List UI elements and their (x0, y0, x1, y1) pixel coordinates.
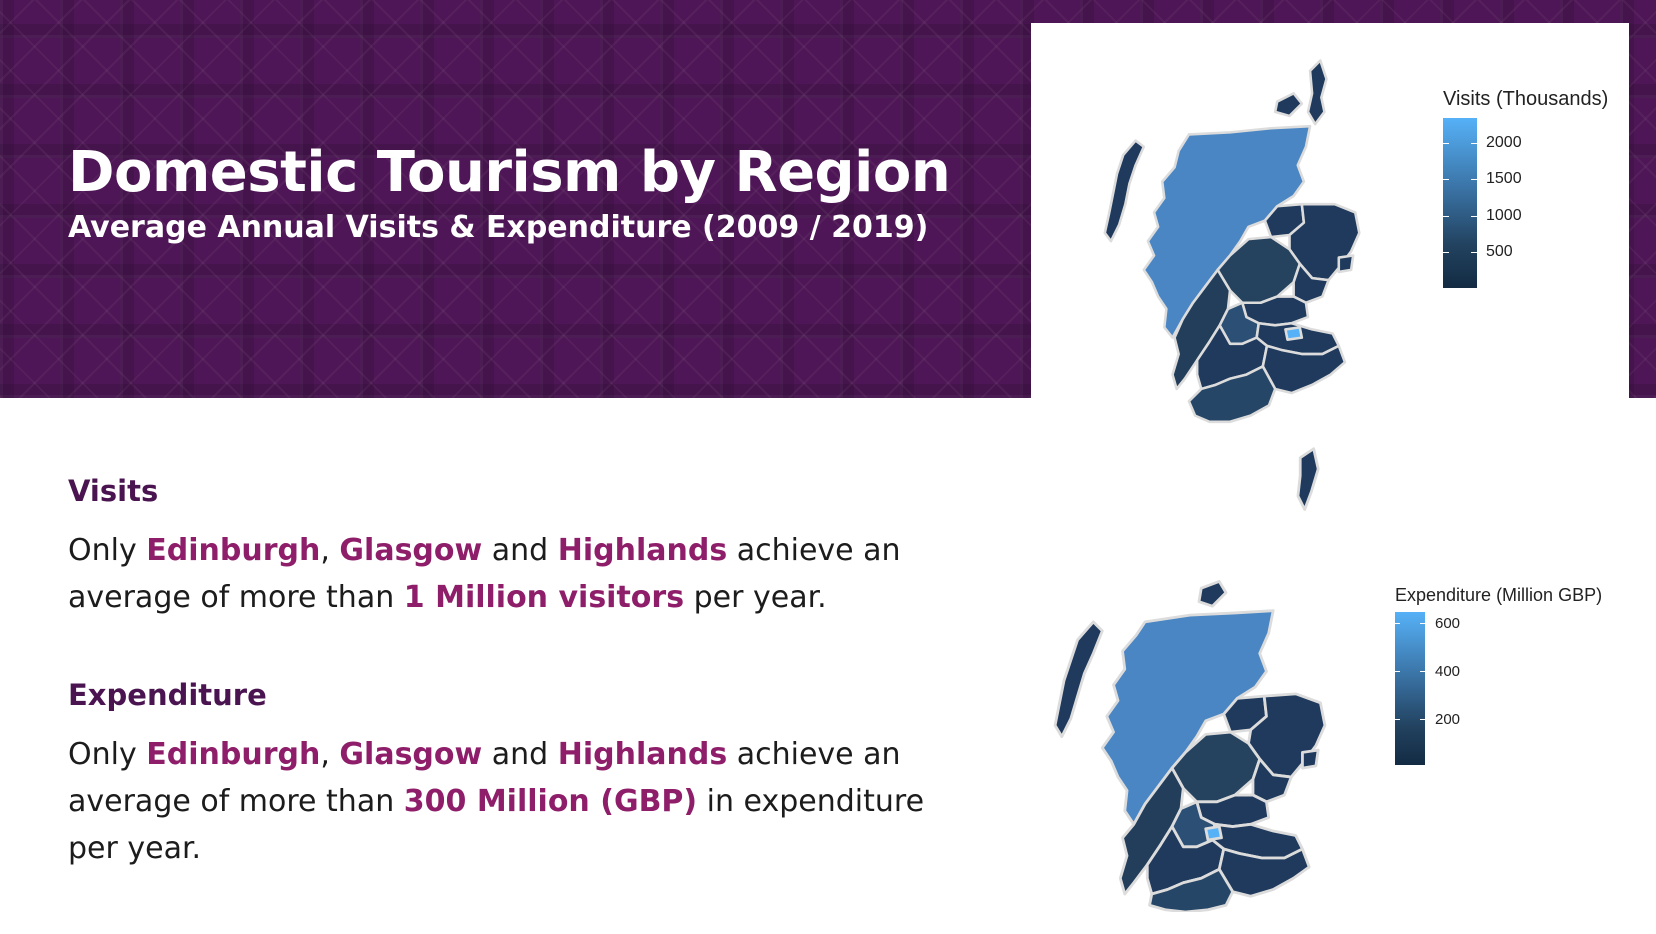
visits-legend-tick: 1500 (1486, 170, 1522, 187)
expenditure-text: Only Edinburgh, Glasgow and Highlands ac… (68, 731, 928, 872)
visits-tick-mark (1443, 216, 1449, 217)
region-edinburgh (1204, 825, 1223, 842)
highlight-glasgow: Glasgow (339, 737, 483, 772)
visits-map (1103, 59, 1361, 424)
expenditure-legend-tick: 200 (1435, 711, 1461, 728)
region-edinburgh (1284, 326, 1304, 341)
visits-text-part: and (482, 533, 558, 568)
expenditure-text-part: , (320, 737, 340, 772)
region-borders (1261, 344, 1347, 395)
highlight-highlands: Highlands (557, 737, 728, 772)
visits-tick-mark (1443, 143, 1449, 144)
visits-tick-mark (1443, 252, 1449, 253)
highlight-edinburgh: Edinburgh (146, 533, 321, 568)
expenditure-legend-title: Expenditure (Million GBP) (1395, 585, 1603, 605)
expenditure-tick-mark (1395, 719, 1400, 720)
region-western-isles (1053, 620, 1104, 738)
region-aberdeen (1337, 254, 1355, 274)
visits-text-part: achieve an average of more than (68, 533, 901, 615)
expenditure-tick-mark (1395, 671, 1400, 672)
highlight-edinburgh: Edinburgh (146, 737, 321, 772)
expenditure-legend-tick: 600 (1435, 615, 1461, 632)
visits-text-part: Only (68, 533, 147, 568)
visits-text: Only Edinburgh, Glasgow and Highlands ac… (68, 527, 928, 621)
highlight-highlands: Highlands (557, 533, 728, 568)
region-western-isles (1103, 139, 1146, 243)
expenditure-tick-mark (1420, 623, 1425, 624)
visits-legend-tick: 1000 (1486, 207, 1522, 224)
highlight-glasgow: Glasgow (339, 533, 483, 568)
expenditure-text-part: achieve an average of more than (68, 737, 901, 819)
highlight-visitors-threshold: 1 Million visitors (403, 580, 685, 615)
visits-tick-mark (1471, 216, 1477, 217)
page-subtitle: Average Annual Visits & Expenditure (200… (68, 210, 929, 245)
expenditure-text-part: Only (68, 737, 147, 772)
expenditure-tick-mark (1395, 623, 1400, 624)
region-orkney (1273, 92, 1304, 118)
page-title: Domestic Tourism by Region (68, 140, 951, 205)
expenditure-heading: Expenditure (68, 678, 267, 712)
region-angus-dundee (1251, 757, 1293, 804)
visits-tick-mark (1471, 179, 1477, 180)
highlight-expenditure-threshold: 300 Million (GBP) (403, 784, 698, 819)
expenditure-legend-colorbar (1395, 612, 1425, 765)
visits-tick-mark (1471, 143, 1477, 144)
visits-map-regions (1103, 59, 1361, 424)
visits-legend-title: Visits (Thousands) (1443, 88, 1609, 110)
region-shetland (1306, 59, 1328, 126)
region-aberdeen (1301, 748, 1320, 770)
expenditure-tick-mark (1420, 671, 1425, 672)
visits-legend-colorbar (1443, 118, 1477, 288)
expenditure-legend-tick: 400 (1435, 663, 1461, 680)
expenditure-map-regions (1053, 447, 1327, 912)
visits-legend-tick: 2000 (1486, 134, 1522, 151)
visits-tick-mark (1443, 179, 1449, 180)
expenditure-text-part: and (482, 737, 558, 772)
visits-tick-mark (1471, 252, 1477, 253)
expenditure-tick-mark (1420, 719, 1425, 720)
region-dumfries-galloway (1148, 867, 1235, 912)
visits-heading: Visits (68, 474, 159, 508)
region-shetland (1296, 447, 1320, 511)
visits-text-part: , (320, 533, 340, 568)
visits-text-part: per year. (684, 580, 827, 615)
region-dumfries-galloway (1187, 365, 1277, 424)
region-angus-dundee (1292, 262, 1330, 305)
expenditure-text-part: in expenditure per year. (68, 784, 925, 866)
expenditure-map (1053, 447, 1327, 912)
visits-legend-tick: 500 (1486, 243, 1513, 260)
region-orkney (1197, 580, 1228, 608)
